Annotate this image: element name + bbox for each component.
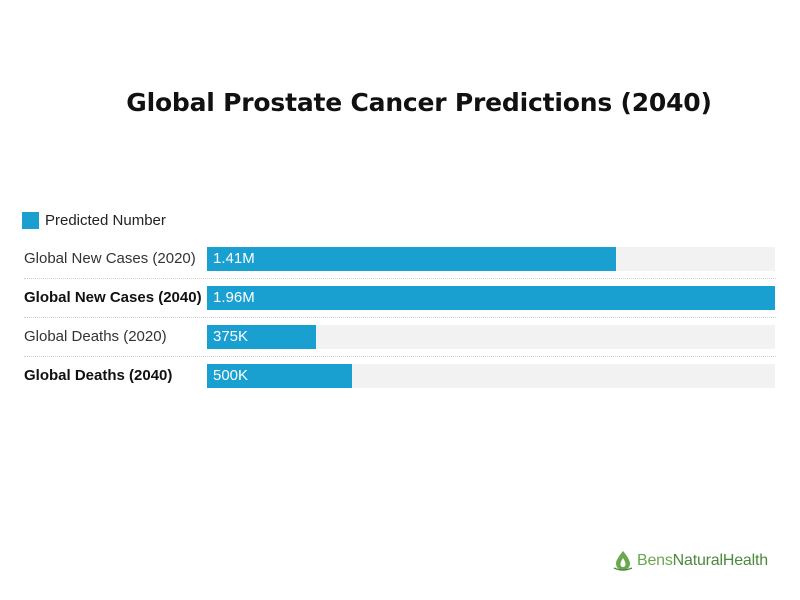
- brand-logo: BensNaturalHealth: [612, 550, 768, 572]
- leaf-drop-icon: [613, 551, 633, 571]
- data-label: 1.96M: [213, 289, 255, 306]
- bar: 500K: [207, 364, 352, 388]
- row-separator: [24, 278, 776, 279]
- bar-track: 1.41M: [207, 247, 775, 271]
- data-label: 1.41M: [213, 250, 255, 267]
- brand-text: BensNaturalHealth: [637, 552, 768, 570]
- brand-text-part1: Bens: [637, 552, 673, 569]
- row-separator: [24, 317, 776, 318]
- legend: Predicted Number: [22, 212, 166, 229]
- category-label: Global New Cases (2020): [24, 250, 196, 267]
- legend-swatch: [22, 212, 39, 229]
- bar-track: 500K: [207, 364, 775, 388]
- row-separator: [24, 356, 776, 357]
- bar-track: 1.96M: [207, 286, 775, 310]
- bar: 1.41M: [207, 247, 616, 271]
- data-label: 500K: [213, 367, 249, 384]
- category-label: Global Deaths (2040): [24, 367, 173, 384]
- brand-text-part2: NaturalHealth: [672, 552, 768, 569]
- data-label: 375K: [213, 328, 249, 345]
- bar-track: 375K: [207, 325, 775, 349]
- bar: 375K: [207, 325, 316, 349]
- category-label: Global Deaths (2020): [24, 328, 167, 345]
- bar: 1.96M: [207, 286, 775, 310]
- category-label: Global New Cases (2040): [24, 289, 202, 306]
- legend-label: Predicted Number: [45, 212, 166, 229]
- chart-title: Global Prostate Cancer Predictions (2040…: [126, 88, 712, 117]
